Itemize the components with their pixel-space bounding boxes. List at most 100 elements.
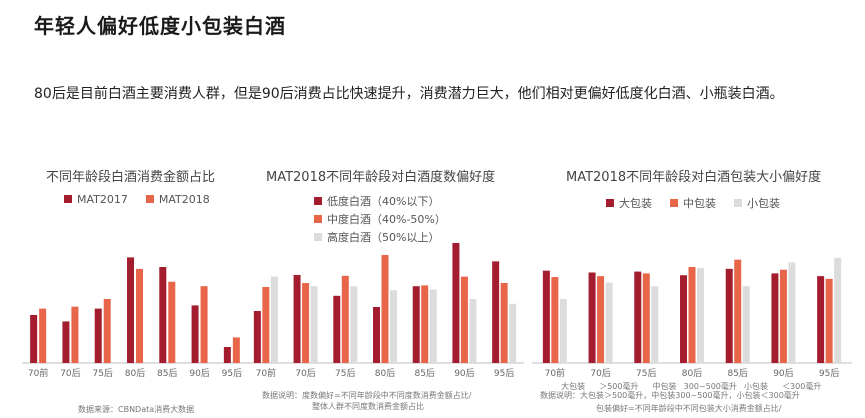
- bar: [136, 268, 143, 363]
- bar: [634, 271, 642, 363]
- bar: [350, 286, 358, 363]
- bar: [200, 286, 208, 363]
- bar: [168, 281, 176, 363]
- bar: [373, 307, 380, 363]
- bar: [223, 347, 231, 363]
- chart2-legend: 低度白酒（40%以下） 中度白酒（40%-50%） 高度白酒（50%以上）: [314, 192, 446, 246]
- chart3-footer-line1: 数据说明：大包装＞500毫升，中包装300~500毫升，小包装＜300毫升: [540, 391, 800, 400]
- bar: [159, 267, 167, 363]
- x-tick-label: 85后: [727, 368, 747, 379]
- bar: [509, 303, 517, 363]
- bar: [262, 287, 270, 363]
- legend-item: 低度白酒（40%以下）: [314, 192, 446, 210]
- x-tick-label: 70后: [295, 368, 315, 379]
- x-tick-label: 80后: [125, 368, 145, 379]
- x-tick-label: 95后: [819, 368, 839, 379]
- legend-label: 中度白酒（40%-50%）: [327, 213, 446, 226]
- bar: [412, 286, 420, 363]
- bar: [191, 305, 199, 363]
- x-extra-label: 中包装: [653, 381, 677, 391]
- chart1-legend: MAT2017 MAT2018: [64, 190, 210, 208]
- bar: [232, 337, 240, 363]
- bar: [588, 272, 596, 363]
- bar: [341, 275, 349, 363]
- bar: [559, 299, 567, 363]
- bar: [39, 308, 47, 363]
- bar: [293, 275, 301, 363]
- legend-item: 中包装: [670, 194, 716, 212]
- x-tick-label: 75后: [92, 368, 112, 379]
- bar: [421, 285, 429, 363]
- bar: [270, 276, 278, 363]
- legend-item: 小包装: [734, 194, 780, 212]
- legend-item: 高度白酒（50%以上）: [314, 228, 446, 246]
- bar: [460, 276, 468, 363]
- legend-label: MAT2018: [158, 192, 210, 206]
- legend-label: 中包装: [683, 197, 716, 210]
- x-tick-label: 90后: [189, 368, 209, 379]
- x-tick-label: 95后: [494, 368, 514, 379]
- legend-swatch: [314, 197, 322, 205]
- legend-item: 中度白酒（40%-50%）: [314, 210, 446, 228]
- x-tick-label: 70后: [590, 368, 610, 379]
- bar: [429, 289, 437, 363]
- x-tick-label: 95后: [222, 368, 242, 379]
- legend-swatch: [734, 199, 742, 207]
- x-extra-label: ＞500毫升: [599, 381, 638, 391]
- bar: [771, 273, 779, 363]
- bar: [71, 306, 79, 363]
- x-tick-label: 70前: [28, 367, 48, 379]
- bar: [788, 262, 796, 363]
- legend-label: 大包装: [619, 197, 652, 210]
- chart2-footer-line1: 数据说明：度数偏好=不同年龄段中不同度数消费金额占比/: [262, 391, 472, 400]
- bar: [697, 267, 704, 363]
- legend-swatch: [145, 195, 154, 203]
- legend-swatch: [314, 233, 322, 241]
- page-description: 80后是目前白酒主要消费人群，但是90后消费占比快速提升，消费潜力巨大，他们相对…: [34, 86, 784, 102]
- bar: [680, 275, 687, 363]
- legend-item: MAT2017: [64, 190, 128, 208]
- bar: [333, 295, 341, 363]
- x-tick-label: 70后: [60, 368, 80, 379]
- x-extra-label: 大包装: [561, 381, 585, 391]
- bar: [500, 283, 508, 363]
- bar: [597, 276, 605, 363]
- chart3-legend: 大包装 中包装 小包装: [606, 194, 780, 212]
- bar: [127, 257, 134, 363]
- bar: [651, 286, 659, 363]
- chart1-footer: 数据来源：CBNData消费大数据: [78, 405, 195, 414]
- bar: [725, 268, 733, 363]
- legend-swatch: [670, 199, 678, 207]
- x-tick-label: 75后: [335, 368, 355, 379]
- bar: [390, 290, 397, 363]
- x-tick-label: 90后: [773, 368, 793, 379]
- x-tick-label: 70前: [256, 367, 276, 379]
- x-extra-label: 小包装: [744, 381, 768, 391]
- bar: [310, 286, 318, 363]
- bar: [62, 321, 70, 363]
- bar: [103, 299, 111, 363]
- legend-item: MAT2018: [145, 190, 210, 208]
- x-tick-label: 85后: [157, 368, 177, 379]
- bar: [825, 278, 833, 363]
- bar: [302, 283, 310, 363]
- legend-swatch: [64, 195, 72, 203]
- bar: [542, 270, 550, 363]
- page-title: 年轻人偏好低度小包装白酒: [34, 14, 286, 38]
- x-tick-label: 80后: [682, 368, 702, 379]
- chart2-footer-line2: 整体人群不同度数消费金额占比: [312, 402, 424, 411]
- bar: [452, 243, 460, 363]
- x-tick-label: 75后: [636, 368, 656, 379]
- bar: [688, 267, 696, 363]
- legend-item: 大包装: [606, 194, 652, 212]
- bar: [551, 277, 559, 363]
- legend-label: 高度白酒（50%以上）: [327, 231, 440, 244]
- legend-swatch: [314, 215, 322, 223]
- chart3-footer-line2: 包装偏好=不同年龄段中不同包装大小消费金额占比/: [596, 404, 782, 413]
- bar: [817, 276, 825, 363]
- x-extra-label: ＜300毫升: [782, 381, 821, 391]
- x-tick-label: 85后: [414, 368, 434, 379]
- chart3-title: MAT2018不同年龄段对白酒包装大小偏好度: [566, 170, 822, 185]
- x-tick-label: 90后: [454, 368, 474, 379]
